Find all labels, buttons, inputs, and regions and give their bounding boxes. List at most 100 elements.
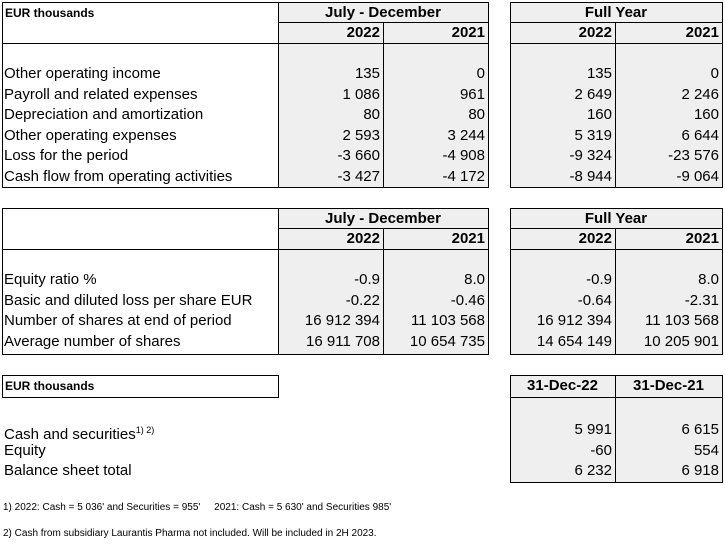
column-header: 2022: [346, 24, 380, 41]
row-label: Basic and diluted loss per share EUR: [4, 291, 253, 309]
divider: [615, 375, 616, 482]
row-label-text: Cash and securities: [4, 426, 136, 443]
divider: [510, 43, 722, 44]
cell-value: 8.0: [698, 271, 719, 288]
cell-value: -2.31: [684, 291, 719, 309]
cell-value: -0.22: [345, 291, 380, 309]
divider: [615, 22, 616, 187]
divider: [2, 43, 488, 44]
cell-value: 6 918: [681, 462, 719, 480]
row-label-text: Balance sheet total: [4, 462, 132, 480]
data-bg: [510, 208, 722, 354]
footnote: 2) Cash from subsidiary Laurantis Pharma…: [3, 528, 377, 539]
cell-value: 14 654 149: [536, 332, 612, 350]
data-bg: [510, 2, 722, 187]
row-label: Equity: [4, 441, 46, 462]
cell-value: 80: [468, 106, 485, 124]
row-label: Payroll and related expenses: [4, 85, 198, 103]
table-box: [2, 2, 489, 188]
cell-value: 10 205 901: [643, 332, 719, 350]
column-header: 2021: [685, 230, 719, 247]
cell-value: 5 319: [574, 126, 612, 144]
row-label: Depreciation and amortization: [4, 106, 204, 124]
cell-value: -60: [590, 441, 612, 459]
cell-value: 1 086: [342, 85, 380, 103]
row-label: Balance sheet total: [4, 461, 132, 482]
cell-value: 6 232: [574, 462, 612, 480]
cell-value: 11 103 568: [411, 312, 485, 330]
column-header: 2021: [451, 24, 485, 41]
cell-value: 5 991: [574, 421, 612, 438]
cell-value: 961: [459, 85, 485, 103]
data-bg: [510, 375, 722, 482]
cell-value: -0.64: [577, 291, 612, 309]
group-title: Full Year: [584, 210, 648, 227]
row-label: Average number of shares: [4, 332, 181, 350]
divider: [383, 228, 384, 354]
cell-value: -3 660: [337, 147, 380, 165]
cell-value: 16 911 708: [306, 332, 380, 350]
cell-value: -9 064: [676, 168, 719, 185]
divider: [2, 249, 488, 250]
table-box: [2, 375, 279, 398]
table-box: [510, 208, 723, 355]
column-header: 2022: [578, 230, 612, 247]
divider: [510, 228, 722, 229]
cell-value: -4 908: [442, 147, 485, 165]
group-title: July - December: [325, 210, 441, 227]
row-label: Cash flow from operating activities: [4, 168, 233, 185]
header-label: EUR thousands: [5, 6, 95, 20]
cell-value: 3 244: [447, 126, 485, 144]
column-header: 31-Dec-22: [527, 377, 598, 394]
footnote-ref: 1) 2): [135, 425, 155, 435]
cell-value: 135: [354, 65, 380, 82]
row-label: Loss for the period: [4, 147, 129, 165]
cell-value: 0: [476, 65, 485, 82]
divider: [278, 22, 488, 23]
cell-value: 2 649: [574, 85, 612, 103]
table-box: [510, 2, 723, 188]
cell-value: 16 912 394: [304, 312, 380, 330]
cell-value: 135: [586, 65, 612, 82]
divider: [383, 22, 384, 187]
cell-value: 160: [586, 106, 612, 124]
row-label: Number of shares at end of period: [4, 312, 232, 330]
cell-value: 0: [710, 65, 719, 82]
table-box: [2, 208, 489, 355]
row-label: Other operating income: [4, 65, 161, 82]
cell-value: -0.9: [354, 271, 380, 288]
cell-value: 2 593: [342, 126, 380, 144]
column-header: 2022: [346, 230, 380, 247]
cell-value: 2 246: [681, 85, 719, 103]
cell-value: -3 427: [337, 168, 380, 185]
cell-value: 160: [693, 106, 719, 124]
row-label: Equity ratio %: [4, 271, 97, 288]
cell-value: 554: [693, 441, 719, 459]
cell-value: -23 576: [668, 147, 719, 165]
divider: [615, 228, 616, 354]
divider: [510, 22, 722, 23]
divider: [278, 2, 279, 187]
divider: [510, 397, 722, 398]
group-title: July - December: [325, 4, 441, 21]
cell-value: 6 615: [681, 421, 719, 438]
footnote: 1) 2022: Cash = 5 036' and Securities = …: [3, 502, 392, 513]
cell-value: 10 654 735: [409, 332, 485, 350]
cell-value: -8 944: [569, 168, 612, 185]
header-label: EUR thousands: [5, 379, 95, 393]
cell-value: -4 172: [442, 168, 485, 185]
divider: [278, 208, 279, 354]
cell-value: 16 912 394: [536, 312, 612, 330]
column-header: 31-Dec-21: [633, 377, 704, 394]
cell-value: -0.9: [586, 271, 612, 288]
cell-value: -0.46: [450, 291, 485, 309]
row-label-text: Equity: [4, 441, 46, 459]
row-label: Other operating expenses: [4, 126, 177, 144]
divider: [278, 228, 488, 229]
cell-value: 8.0: [464, 271, 485, 288]
cell-value: 80: [363, 106, 380, 124]
cell-value: 6 644: [681, 126, 719, 144]
column-header: 2021: [451, 230, 485, 247]
divider: [510, 249, 722, 250]
